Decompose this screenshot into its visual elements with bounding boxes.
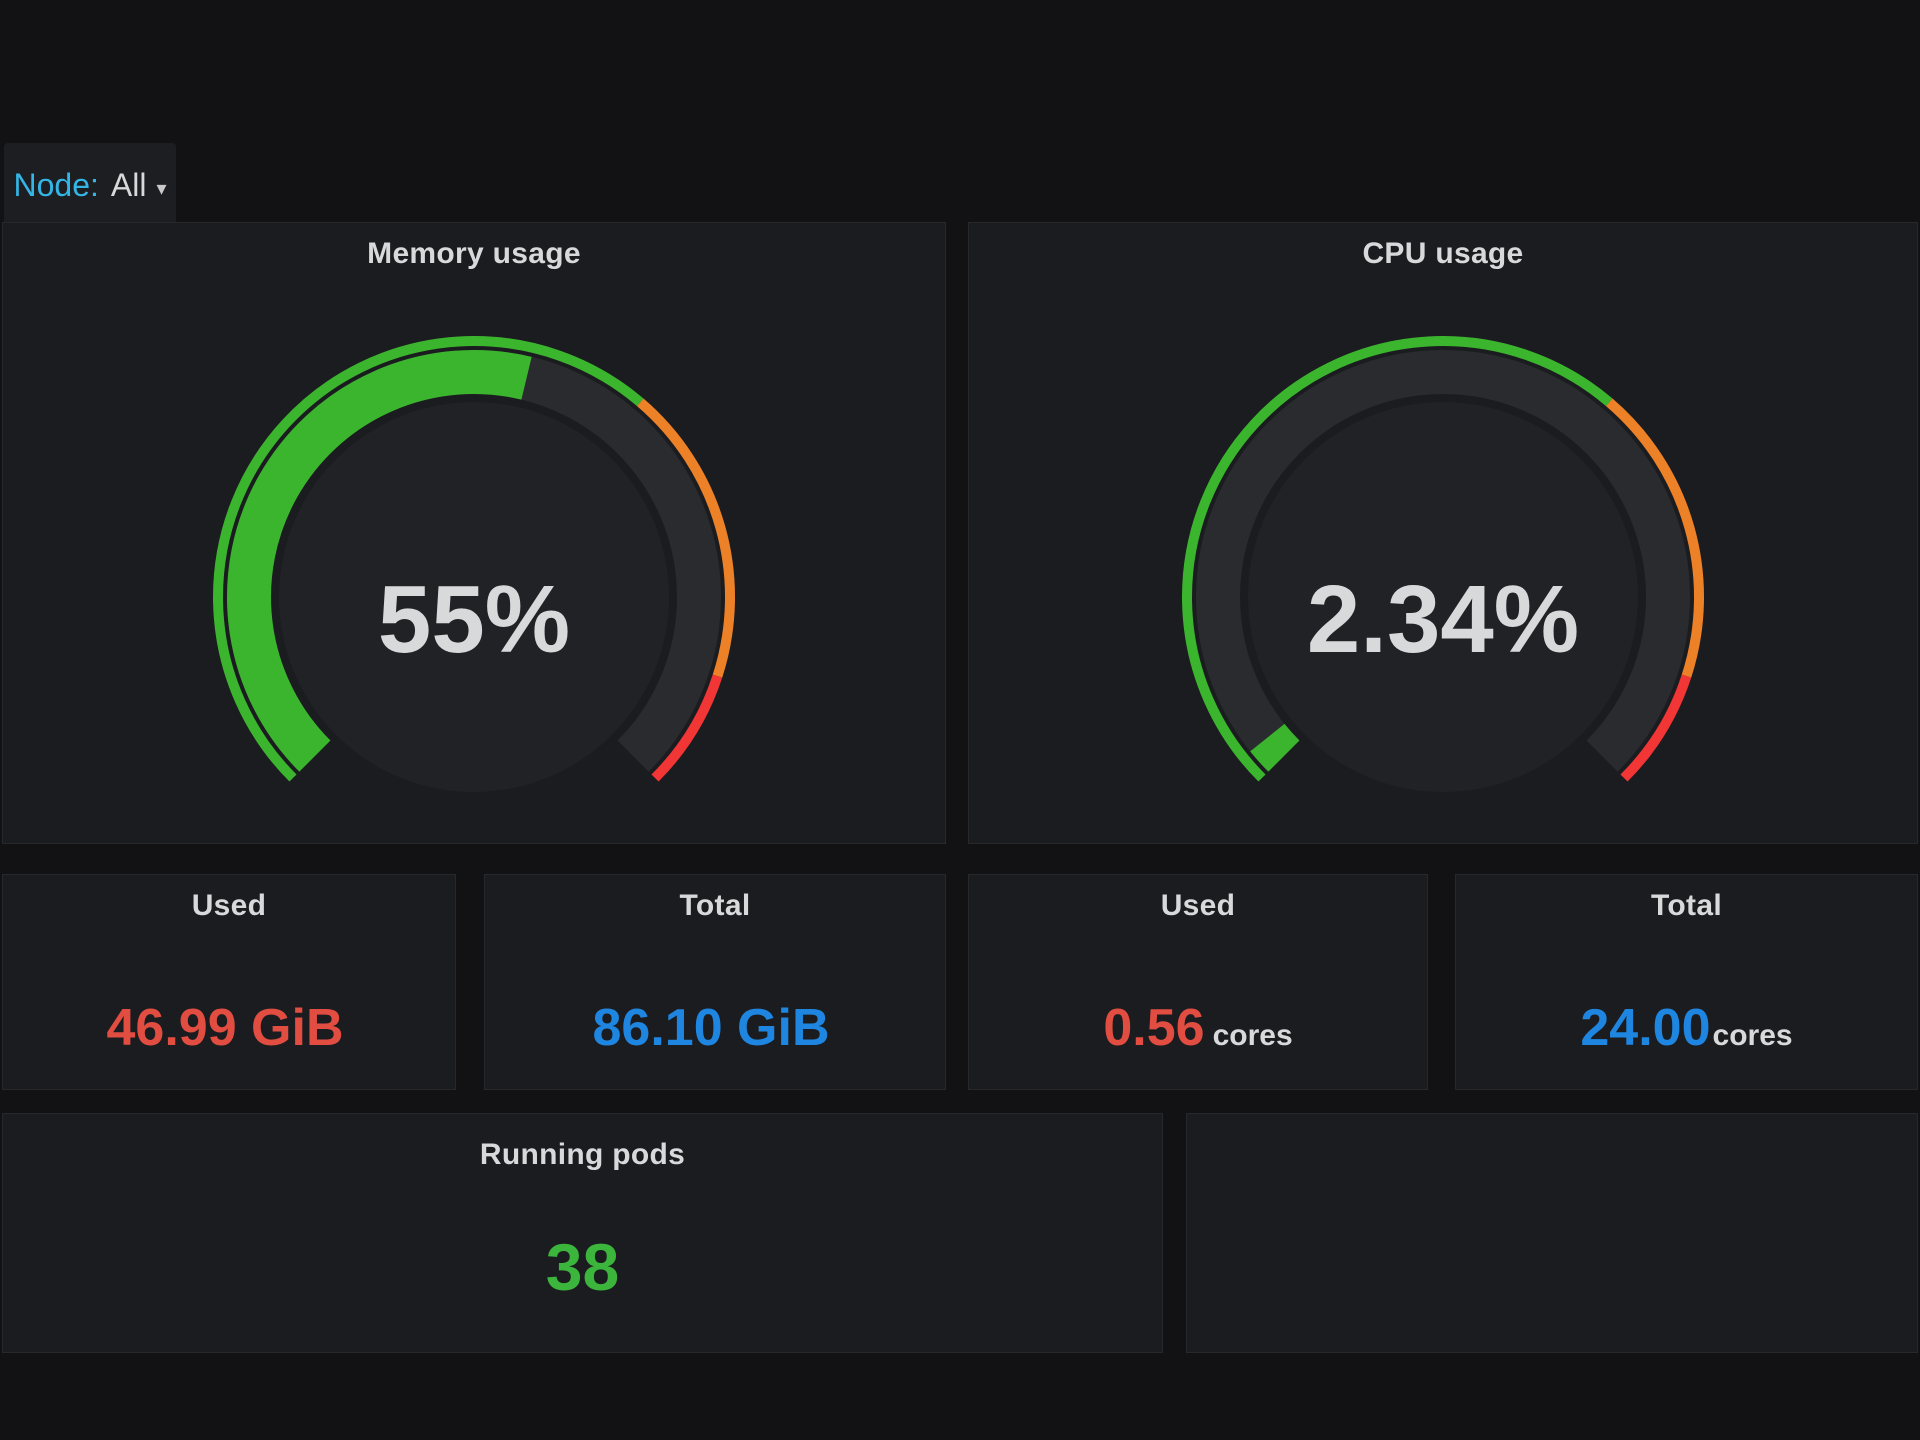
memory-usage-panel: Memory usage 55%	[2, 222, 946, 844]
memory-used-panel: Used 46.99 GiB	[2, 874, 456, 1090]
variable-label: Node:	[13, 166, 99, 203]
memory-total-panel: Total 86.10 GiB	[484, 874, 946, 1090]
memory-total-value: 86.10 GiB	[485, 993, 945, 1076]
running-pods-panel: Running pods 38	[2, 1113, 1163, 1353]
panel-title-memory-used[interactable]: Used	[191, 889, 267, 922]
cpu-usage-panel: CPU usage 2.34%	[968, 222, 1918, 844]
cpu-used-panel: Used 0.56 cores	[968, 874, 1428, 1090]
svg-text:55%: 55%	[378, 566, 570, 673]
stat-number: 38	[545, 1230, 620, 1304]
node-variable-dropdown[interactable]: Node: All ▾	[4, 143, 176, 227]
chevron-down-icon: ▾	[156, 177, 167, 200]
panel-title-memory-total[interactable]: Total	[679, 889, 751, 922]
cpu-used-value: 0.56 cores	[969, 993, 1427, 1076]
stat-number: 86.10 GiB	[592, 999, 830, 1057]
panel-title-memory-usage[interactable]: Memory usage	[367, 237, 581, 270]
stat-unit: cores	[1212, 1019, 1293, 1052]
panel-title-cpu-used[interactable]: Used	[1160, 889, 1236, 922]
running-pods-value: 38	[3, 1232, 1162, 1321]
cpu-usage-gauge: 2.34%	[969, 327, 1917, 797]
cpu-total-panel: Total 24.00cores	[1455, 874, 1918, 1090]
stat-number: 46.99 GiB	[106, 999, 344, 1057]
cpu-total-value: 24.00cores	[1456, 993, 1917, 1076]
stat-unit: cores	[1712, 1019, 1793, 1052]
svg-text:2.34%: 2.34%	[1307, 566, 1579, 673]
panel-title-cpu-usage[interactable]: CPU usage	[1362, 237, 1524, 270]
memory-usage-gauge: 55%	[3, 327, 945, 797]
stat-number: 24.00	[1580, 999, 1711, 1057]
panel-title-running-pods[interactable]: Running pods	[479, 1138, 686, 1171]
stat-number: 0.56	[1103, 999, 1205, 1057]
variable-selected-value[interactable]: All	[110, 166, 147, 203]
memory-used-value: 46.99 GiB	[3, 993, 455, 1076]
empty-panel	[1186, 1113, 1918, 1353]
panel-title-cpu-total[interactable]: Total	[1651, 889, 1722, 922]
